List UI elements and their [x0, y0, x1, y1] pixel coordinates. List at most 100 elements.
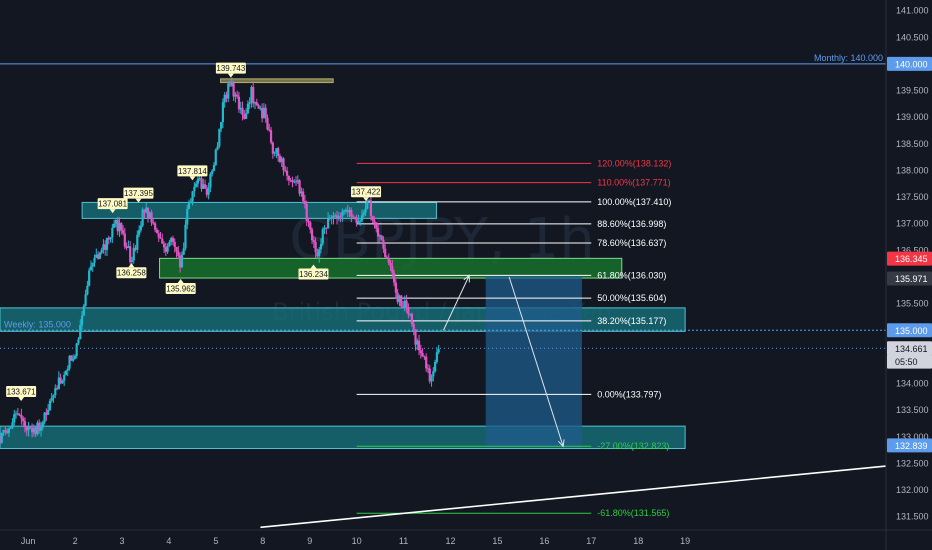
price-badge-label: 132.839 [895, 441, 928, 451]
projection-down[interactable] [508, 276, 564, 447]
candle-body [0, 436, 2, 443]
candle-body [182, 248, 185, 255]
fib-label: 110.00%(137.771) [597, 178, 670, 188]
position-box[interactable] [485, 275, 582, 448]
x-tick-label: 3 [120, 536, 125, 546]
candle-body [80, 315, 84, 325]
candle-body [75, 343, 78, 357]
candle-body [385, 257, 389, 259]
candle-body [296, 180, 299, 182]
candle-body [312, 240, 315, 243]
y-tick-label: 135.500 [896, 299, 929, 309]
y-tick-label: 137.000 [896, 219, 929, 229]
candle-body [348, 210, 351, 213]
candle-body [391, 266, 394, 273]
candle-body [310, 229, 314, 241]
projection-up[interactable] [443, 275, 470, 331]
candle-body [61, 380, 64, 384]
candle-body [243, 114, 246, 119]
candle-body [255, 102, 258, 106]
candle-body [264, 107, 267, 118]
candle-body [435, 352, 438, 362]
trend-line[interactable] [260, 465, 887, 529]
swing-label: 137.395 [124, 189, 153, 198]
candle-body [227, 83, 230, 99]
candle-body [205, 188, 208, 195]
zone-rect-1[interactable] [0, 425, 686, 450]
y-tick-label: 138.500 [896, 139, 929, 149]
candle-body [148, 212, 151, 218]
candle-body [371, 215, 374, 221]
swing-label: 133.671 [7, 388, 36, 397]
candle-body [437, 349, 440, 353]
candle-body [57, 377, 60, 390]
candle-body [6, 430, 9, 433]
candle-body [344, 209, 348, 211]
candle-body [11, 422, 14, 428]
zone-rect-4[interactable] [220, 78, 334, 84]
candle-body [189, 201, 192, 203]
candle-body [384, 248, 387, 258]
candle-body [2, 429, 5, 433]
swing-label-pointer [135, 198, 142, 203]
candle-body [225, 94, 228, 99]
candle-body [9, 427, 12, 429]
x-tick-label: 18 [633, 536, 643, 546]
candle-body [114, 219, 118, 224]
x-tick-label: 19 [680, 536, 690, 546]
swing-label: 137.422 [352, 188, 381, 197]
candle-body [346, 209, 349, 213]
candle-body [376, 228, 380, 237]
swing-label-box [123, 187, 154, 199]
candle-body [291, 180, 294, 183]
candle-body [152, 222, 155, 224]
candle-body [96, 254, 100, 259]
candle-body [0, 432, 3, 443]
candle-body [207, 187, 210, 195]
y-tick-label: 132.000 [896, 485, 929, 495]
candle-body [325, 227, 328, 229]
candle-body [170, 237, 173, 243]
candle-body [335, 215, 339, 219]
y-tick-label: 133.000 [896, 432, 929, 442]
candle-body [123, 233, 126, 247]
candle-body [102, 244, 105, 250]
zone-rect-0[interactable] [0, 307, 686, 332]
candle-body [118, 223, 121, 232]
candle-body [278, 156, 282, 162]
candle-body [159, 237, 162, 239]
candle-body [34, 427, 37, 435]
candle-body [275, 148, 278, 153]
candle-body [305, 203, 308, 222]
candle-body [132, 247, 135, 261]
swing-label-pointer [227, 73, 234, 78]
candle-body [14, 413, 18, 415]
candle-body [434, 361, 437, 372]
candle-body [137, 230, 141, 235]
candle-body [134, 247, 137, 250]
candle-body [232, 82, 235, 97]
swing-label: 137.814 [178, 167, 207, 176]
candle-body [364, 208, 367, 213]
candle-body [200, 178, 203, 189]
swing-label-box [6, 386, 37, 398]
candle-body [36, 422, 39, 435]
candle-body [321, 229, 324, 244]
swing-label-box [97, 198, 128, 210]
candle-body [360, 215, 364, 221]
candle-body [284, 170, 287, 172]
swing-label-pointer [18, 397, 25, 402]
y-tick-label: 132.500 [896, 458, 929, 468]
candle-body [212, 164, 216, 171]
swing-label-box [165, 283, 196, 295]
swing-label: 139.743 [216, 64, 245, 73]
candle-body [432, 371, 435, 377]
x-tick-label: 11 [399, 536, 408, 546]
candle-body [155, 229, 159, 234]
candle-body [236, 94, 239, 97]
candle-body [234, 94, 237, 97]
candle-body [407, 306, 410, 315]
zone-rect-2[interactable] [81, 201, 437, 219]
x-tick-label: 17 [586, 536, 596, 546]
